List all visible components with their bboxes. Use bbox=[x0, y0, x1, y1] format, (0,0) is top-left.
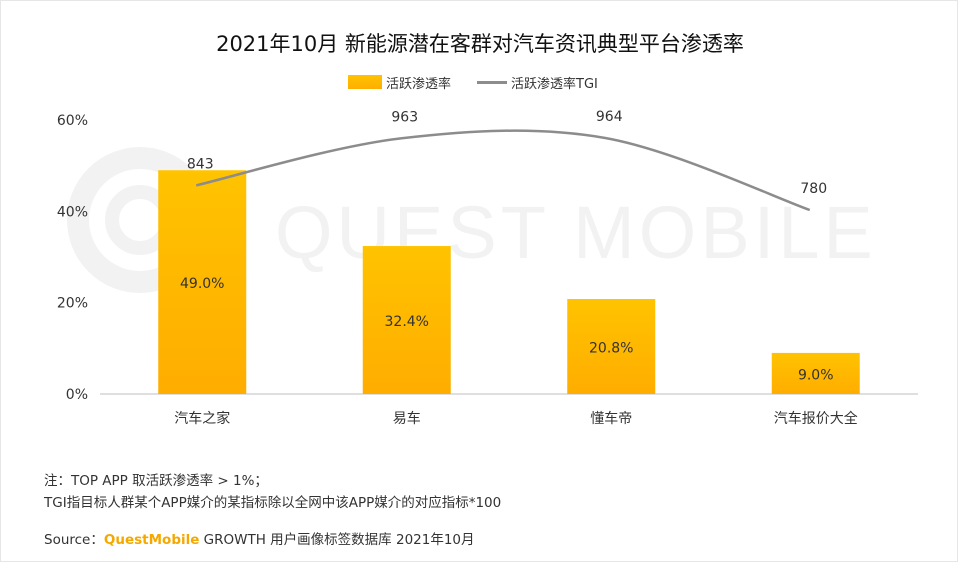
bar bbox=[362, 246, 451, 394]
legend-bar-label: 活跃渗透率 bbox=[386, 76, 452, 92]
tgi-line bbox=[195, 129, 811, 212]
legend-bar-swatch bbox=[348, 75, 382, 89]
bar bbox=[158, 170, 247, 394]
bar-data-label: 9.0% bbox=[798, 367, 834, 383]
bar bbox=[771, 352, 860, 394]
legend-line-swatch bbox=[477, 80, 508, 84]
tgi-data-label: 843 bbox=[187, 156, 214, 172]
bar bbox=[567, 299, 656, 394]
bar-data-label: 49.0% bbox=[180, 276, 224, 292]
source-line: Source：QuestMobile GROWTH 用户画像标签数据库 2021… bbox=[44, 528, 475, 548]
y-tick-label: 60% bbox=[57, 113, 88, 129]
notes: 注：TOP APP 取活跃渗透率 > 1%； TGI指目标人群某个APP媒介的某… bbox=[44, 470, 501, 514]
legend-line-label: 活跃渗透率TGI bbox=[511, 76, 598, 92]
legend: 活跃渗透率 活跃渗透率TGI bbox=[348, 72, 598, 92]
source-prefix: Source： bbox=[44, 532, 104, 548]
tgi-data-label: 964 bbox=[596, 109, 623, 125]
source-suffix: GROWTH 用户画像标签数据库 2021年10月 bbox=[199, 532, 475, 548]
bar-data-label: 32.4% bbox=[385, 314, 429, 330]
y-tick-label: 20% bbox=[57, 296, 88, 312]
x-tick-label: 懂车帝 bbox=[590, 410, 632, 427]
source-brand: QuestMobile bbox=[103, 532, 200, 548]
note-line-1: 注：TOP APP 取活跃渗透率 > 1%； bbox=[44, 473, 268, 489]
bar-data-label: 20.8% bbox=[589, 341, 633, 357]
note-line-2: TGI指目标人群某个APP媒介的某指标除以全网中该APP媒介的对应指标*100 bbox=[44, 495, 502, 511]
x-tick-label: 易车 bbox=[393, 410, 421, 427]
tgi-data-label: 963 bbox=[391, 109, 418, 125]
chart-title: 2021年10月 新能源潜在客群对汽车资讯典型平台渗透率 bbox=[216, 32, 744, 56]
x-tick-label: 汽车之家 bbox=[174, 410, 230, 427]
y-tick-label: 40% bbox=[57, 204, 88, 220]
y-tick-label: 0% bbox=[66, 387, 88, 403]
tgi-data-label: 780 bbox=[800, 181, 827, 197]
x-tick-label: 汽车报价大全 bbox=[774, 410, 858, 427]
